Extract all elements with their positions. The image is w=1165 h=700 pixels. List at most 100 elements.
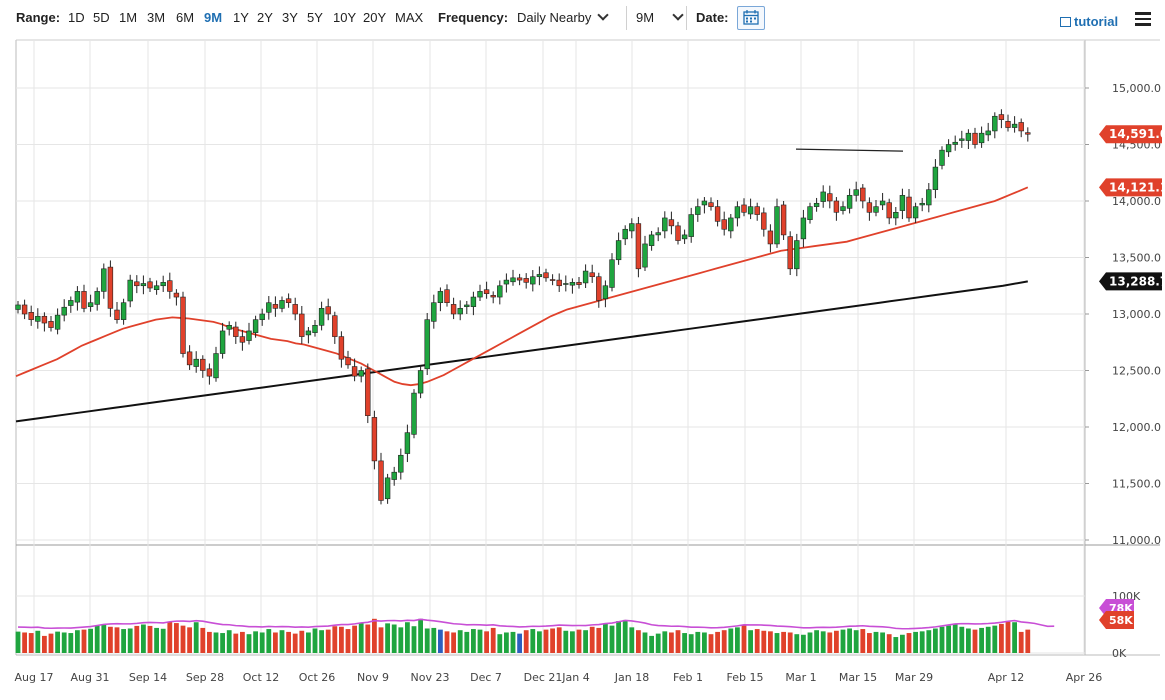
volume-bar (827, 632, 833, 653)
candle-body (81, 291, 87, 309)
candle-body (503, 279, 510, 285)
volume-bar (556, 627, 562, 653)
range-button-3m[interactable]: 3M (147, 10, 166, 25)
ma200-tag-text: 13,288.7 (1109, 274, 1165, 288)
volume-bar (325, 629, 331, 653)
volume-bar (471, 629, 476, 653)
candle-body (325, 306, 331, 315)
candle-body (695, 206, 701, 215)
candlesticks (15, 109, 1031, 505)
tutorial-link[interactable]: tutorial (1060, 14, 1118, 29)
ma200-polyline (15, 280, 1028, 423)
volume-bar (801, 634, 806, 653)
menu-icon[interactable] (1135, 12, 1151, 26)
volume-bar (48, 633, 54, 653)
range-button-5d[interactable]: 5D (93, 10, 110, 25)
film-icon (1060, 17, 1071, 27)
candle-body (629, 223, 635, 232)
candle-body (589, 272, 595, 278)
candle-body (252, 319, 259, 333)
candle-body (701, 200, 708, 206)
candle-body (94, 291, 100, 305)
range-button-3y[interactable]: 3Y (282, 10, 298, 25)
candle-body (879, 200, 886, 206)
volume-bar (81, 629, 87, 653)
candle-body (160, 282, 166, 287)
candle-body (945, 144, 952, 153)
range-button-1m[interactable]: 1M (119, 10, 138, 25)
volume-bar (372, 618, 377, 653)
range-button-9m[interactable]: 9M (204, 10, 223, 25)
y-tick-label: 13,500.0 (1112, 252, 1161, 265)
candle-body (959, 138, 965, 141)
candle-body (167, 280, 173, 292)
support-horizontal (795, 148, 904, 152)
volume-bar (451, 632, 456, 653)
candle-body (1025, 132, 1031, 135)
volume-bar (273, 632, 278, 653)
frequency-dropdown[interactable]: Daily Nearby (517, 9, 610, 25)
volume-bar (669, 632, 674, 653)
candle-body (186, 351, 193, 366)
volume-bar (220, 633, 225, 653)
x-tick-label: Nov 9 (357, 671, 389, 684)
candle-body (635, 223, 642, 270)
volume-bar (900, 634, 905, 653)
volume-bar (68, 633, 74, 653)
range-button-6m[interactable]: 6M (176, 10, 195, 25)
volume-bar (88, 628, 93, 653)
date-label: Date: (696, 10, 729, 25)
x-tick-label: Mar 1 (785, 671, 816, 684)
candle-body (35, 315, 41, 322)
range-button-2y[interactable]: 2Y (257, 10, 273, 25)
volume-bar (721, 630, 727, 653)
volume-bar (1018, 631, 1024, 653)
calendar-button[interactable] (737, 6, 765, 30)
volume-bar (431, 627, 437, 653)
volume-bar (530, 629, 536, 653)
range-button-20y[interactable]: 20Y (363, 10, 387, 25)
candle-body (28, 312, 34, 320)
volume-bar (543, 629, 549, 653)
candle-body (305, 330, 312, 336)
volume-bar (497, 634, 503, 653)
period-dropdown[interactable]: 9M (636, 9, 684, 25)
volume-bar (655, 633, 661, 653)
volume-bar (332, 626, 338, 653)
volume-tick-label: 0K (1112, 647, 1127, 660)
volume-bar (662, 631, 668, 653)
volume-bar (880, 632, 885, 653)
volume-tag: 58K (1099, 611, 1134, 629)
volume-average-line (17, 618, 1055, 630)
range-button-max[interactable]: MAX (395, 10, 424, 25)
range-button-5y[interactable]: 5Y (307, 10, 323, 25)
x-tick-label: Apr 12 (988, 671, 1025, 684)
range-button-1d[interactable]: 1D (68, 10, 85, 25)
candle-body (596, 276, 602, 301)
candle-body (464, 304, 470, 307)
candle-body (371, 417, 378, 462)
candle-body (54, 314, 61, 330)
volume-bar (1012, 622, 1017, 653)
candle-body (398, 454, 404, 473)
candle-body (873, 206, 879, 213)
range-button-1y[interactable]: 1Y (233, 10, 249, 25)
candle-body (239, 336, 246, 343)
candle-body (602, 285, 609, 300)
range-button-10y[interactable]: 10Y (333, 10, 357, 25)
candle-body (648, 234, 655, 246)
volume-bar (919, 631, 925, 653)
y-tick-label: 15,000.0 (1112, 82, 1161, 95)
candle-body (681, 234, 688, 240)
volume-bar (299, 630, 305, 653)
candle-body (424, 319, 430, 370)
volume-bar (748, 630, 753, 653)
candle-body (807, 206, 813, 220)
volume-bar (787, 632, 793, 653)
candle-body (840, 206, 846, 211)
candle-body (404, 432, 411, 454)
volume-bar (464, 631, 470, 653)
x-tick-label: Feb 1 (673, 671, 703, 684)
ma200-tag: 13,288.7 (1099, 272, 1165, 291)
